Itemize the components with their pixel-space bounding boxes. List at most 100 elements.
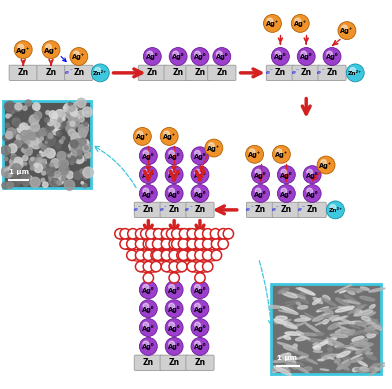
Text: Zn: Zn: [327, 68, 338, 77]
Text: Ag⁰: Ag⁰: [142, 287, 155, 294]
Circle shape: [27, 119, 34, 127]
Ellipse shape: [344, 294, 359, 305]
Circle shape: [78, 116, 84, 122]
Ellipse shape: [365, 325, 381, 331]
Circle shape: [27, 140, 33, 146]
Circle shape: [61, 171, 67, 177]
Circle shape: [18, 44, 24, 50]
FancyBboxPatch shape: [247, 202, 275, 217]
Ellipse shape: [316, 332, 324, 335]
Ellipse shape: [356, 345, 370, 354]
Circle shape: [71, 133, 81, 143]
Circle shape: [46, 149, 55, 158]
Circle shape: [303, 166, 321, 184]
Circle shape: [35, 106, 40, 110]
Circle shape: [178, 239, 189, 249]
Circle shape: [79, 128, 87, 137]
Circle shape: [203, 239, 213, 249]
Circle shape: [84, 144, 90, 151]
Circle shape: [307, 169, 312, 175]
Circle shape: [177, 239, 187, 249]
Circle shape: [213, 47, 231, 65]
Circle shape: [9, 173, 12, 177]
Text: Ag⁰: Ag⁰: [168, 287, 180, 294]
Circle shape: [161, 229, 172, 239]
Circle shape: [209, 143, 214, 148]
Text: e: e: [159, 207, 163, 212]
Circle shape: [22, 149, 26, 152]
Ellipse shape: [358, 368, 375, 372]
Circle shape: [38, 160, 43, 164]
Circle shape: [81, 182, 83, 184]
Ellipse shape: [299, 333, 318, 336]
Circle shape: [51, 159, 60, 168]
Circle shape: [72, 105, 74, 107]
Ellipse shape: [343, 315, 348, 318]
Ellipse shape: [335, 285, 352, 293]
Ellipse shape: [298, 335, 310, 339]
Circle shape: [135, 229, 146, 239]
Text: Ag⁰: Ag⁰: [216, 54, 228, 60]
Ellipse shape: [298, 294, 305, 297]
Text: e: e: [291, 70, 295, 75]
Circle shape: [12, 118, 20, 126]
Text: Ag⁺: Ag⁺: [248, 151, 261, 158]
Circle shape: [120, 229, 130, 239]
Circle shape: [62, 112, 64, 114]
Circle shape: [6, 114, 10, 118]
Circle shape: [41, 145, 46, 150]
Circle shape: [66, 110, 76, 119]
Circle shape: [64, 180, 74, 190]
FancyBboxPatch shape: [266, 65, 294, 81]
Ellipse shape: [303, 367, 312, 371]
Ellipse shape: [366, 334, 370, 336]
Circle shape: [82, 183, 87, 187]
Ellipse shape: [296, 288, 314, 294]
Circle shape: [135, 239, 146, 249]
Circle shape: [42, 145, 50, 153]
Circle shape: [160, 239, 170, 249]
Ellipse shape: [330, 334, 348, 338]
Ellipse shape: [335, 306, 354, 312]
Circle shape: [154, 229, 164, 239]
Text: e: e: [297, 207, 301, 212]
Text: Ag⁰: Ag⁰: [168, 153, 180, 160]
Circle shape: [192, 229, 203, 239]
Ellipse shape: [367, 354, 376, 360]
Ellipse shape: [327, 337, 344, 346]
Circle shape: [83, 175, 87, 179]
Circle shape: [169, 229, 179, 239]
FancyBboxPatch shape: [160, 355, 188, 370]
Ellipse shape: [285, 368, 290, 371]
Circle shape: [143, 341, 149, 347]
Circle shape: [72, 144, 76, 148]
Circle shape: [25, 126, 31, 132]
Ellipse shape: [330, 315, 339, 320]
Ellipse shape: [305, 313, 321, 322]
Circle shape: [4, 169, 7, 171]
Circle shape: [68, 156, 76, 164]
Circle shape: [31, 158, 34, 161]
Circle shape: [169, 261, 179, 272]
Ellipse shape: [323, 320, 328, 324]
Ellipse shape: [346, 288, 363, 292]
Text: Ag⁰: Ag⁰: [146, 54, 159, 60]
Circle shape: [5, 102, 15, 112]
Circle shape: [14, 157, 23, 166]
Circle shape: [46, 166, 56, 176]
Circle shape: [50, 163, 53, 166]
Circle shape: [68, 118, 74, 124]
Text: ⁻: ⁻: [270, 69, 273, 74]
Ellipse shape: [319, 308, 339, 310]
Text: Ag⁰: Ag⁰: [280, 191, 293, 198]
FancyBboxPatch shape: [9, 65, 37, 81]
FancyBboxPatch shape: [160, 202, 188, 217]
Circle shape: [191, 300, 209, 317]
Circle shape: [69, 148, 72, 151]
Ellipse shape: [292, 350, 309, 356]
Circle shape: [120, 239, 130, 249]
Circle shape: [70, 140, 75, 145]
Ellipse shape: [276, 316, 287, 320]
Circle shape: [43, 182, 48, 187]
Text: 1 μm: 1 μm: [9, 169, 29, 175]
